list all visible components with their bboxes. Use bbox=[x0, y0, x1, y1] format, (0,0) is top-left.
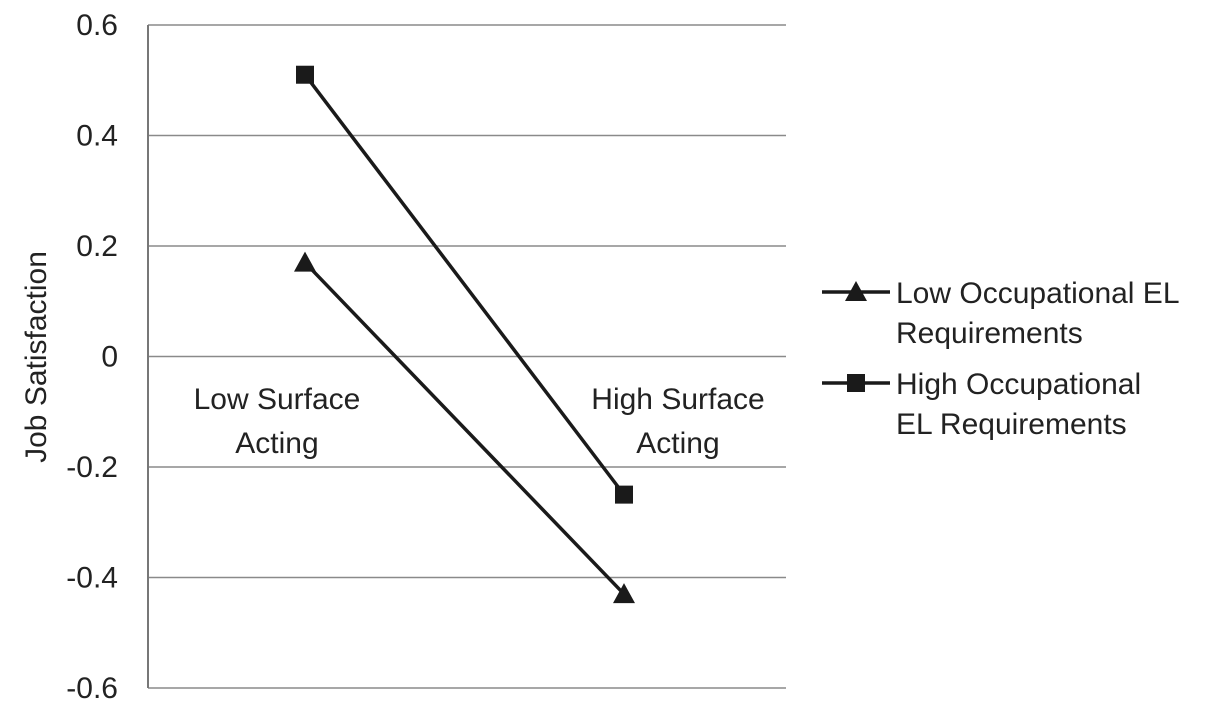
square-marker bbox=[296, 65, 314, 84]
triangle-marker bbox=[845, 281, 867, 301]
y-tick-label: 0.4 bbox=[76, 120, 118, 153]
category-label: Acting bbox=[235, 427, 318, 460]
legend-item: High Occupational EL Requirements bbox=[822, 368, 1141, 441]
series-square bbox=[296, 65, 633, 504]
series-triangle bbox=[294, 251, 635, 604]
y-tick-label: 0.2 bbox=[76, 230, 118, 263]
category-label: High Surface bbox=[591, 383, 764, 416]
y-tick-label: -0.4 bbox=[66, 562, 118, 595]
series-line bbox=[303, 261, 626, 596]
y-tick-label: -0.6 bbox=[66, 672, 118, 704]
y-tick-label: 0 bbox=[101, 341, 118, 374]
legend: Low Occupational EL Requirements High Occu… bbox=[822, 277, 1180, 441]
series-group bbox=[294, 65, 635, 604]
triangle-marker bbox=[613, 583, 635, 604]
legend-label: High Occupational bbox=[896, 368, 1141, 401]
category-label: Acting bbox=[636, 427, 719, 460]
category-label: Low Surface bbox=[194, 383, 361, 416]
y-tick-label: -0.2 bbox=[66, 451, 118, 484]
legend-label: Requirements bbox=[896, 317, 1083, 350]
legend-item: Low Occupational EL Requirements bbox=[822, 277, 1180, 350]
y-axis-label: Job Satisfaction bbox=[20, 251, 53, 463]
legend-label: Low Occupational EL bbox=[896, 277, 1180, 310]
gridlines bbox=[148, 24, 786, 689]
square-marker bbox=[615, 485, 633, 504]
y-tick-labels: 0.6 0.4 0.2 0 -0.2 -0.4 -0.6 bbox=[66, 9, 118, 704]
square-marker bbox=[847, 374, 865, 392]
category-labels: Low Surface Acting High Surface Acting bbox=[194, 383, 765, 460]
legend-label: EL Requirements bbox=[896, 408, 1127, 441]
triangle-marker bbox=[294, 251, 316, 272]
y-tick-label: 0.6 bbox=[76, 9, 118, 42]
series-line bbox=[303, 73, 626, 496]
